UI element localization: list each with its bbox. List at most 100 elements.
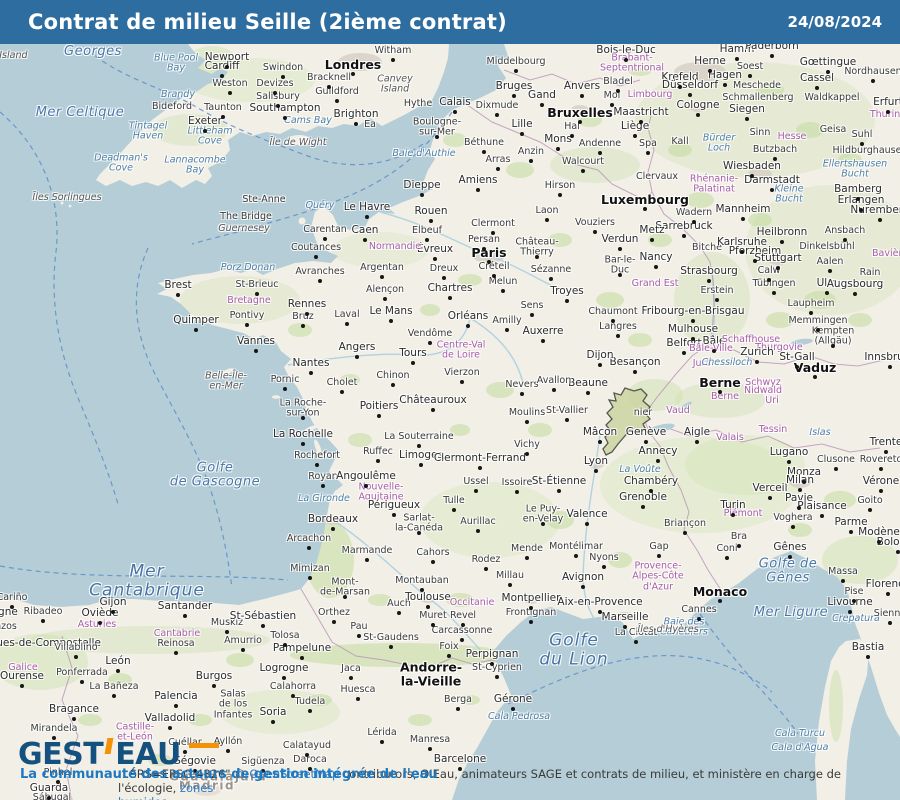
map-label: Modène: [858, 526, 900, 539]
map-label: Laupheim: [787, 297, 835, 309]
map-label: Rhénanie- Palatinat: [689, 173, 739, 195]
map-label: Béthune: [464, 136, 504, 148]
city-dot: [552, 388, 556, 392]
city-dot: [650, 238, 654, 242]
city-dot: [878, 218, 882, 222]
city-dot: [321, 484, 325, 488]
map-label: Dixmude: [475, 99, 519, 111]
map-label: Porz Donan: [220, 261, 276, 273]
city-dot: [476, 529, 480, 533]
map-label: Strasbourg: [680, 265, 738, 278]
map-label: Cardiff: [204, 60, 240, 73]
city-dot: [598, 151, 602, 155]
city-dot: [715, 298, 719, 302]
map-label: Cassel: [799, 72, 835, 85]
map-label: Anzin: [517, 145, 545, 157]
city-dot: [581, 169, 585, 173]
map-label: Vaud: [666, 404, 690, 416]
map-label: Bâle-Ville: [689, 342, 733, 354]
map-label: Walcourt: [562, 155, 604, 167]
city-dot: [389, 645, 393, 649]
city-dot: [602, 565, 606, 569]
map-label: Innsbruck: [864, 351, 900, 364]
map-label: Le Havre: [343, 201, 391, 214]
city-dot: [281, 75, 285, 79]
city-dot: [448, 296, 452, 300]
map-label: Kall: [671, 135, 689, 147]
map-label: Piémont: [723, 507, 763, 519]
city-dot: [688, 93, 692, 97]
city-dot: [737, 544, 741, 548]
city-dot: [616, 89, 620, 93]
map-label: Blue Pool Bay: [153, 52, 199, 74]
city-dot: [735, 57, 739, 61]
city-dot: [849, 530, 853, 534]
city-dot: [586, 391, 590, 395]
city-dot: [831, 344, 835, 348]
map-label: Berga: [444, 693, 472, 705]
map-label: Gênes: [773, 541, 807, 554]
city-dot: [351, 72, 355, 76]
city-dot: [585, 522, 589, 526]
city-dot: [848, 610, 852, 614]
city-dot: [495, 113, 499, 117]
map-label: Nidwald: [743, 384, 783, 396]
map-label: Canvey Island: [377, 73, 413, 95]
city-dot: [496, 167, 500, 171]
openstreetmap-link[interactable]: OpenStreetMap: [249, 767, 340, 781]
map-label: Orléans: [447, 310, 489, 323]
city-dot: [740, 250, 744, 254]
city-dot: [860, 142, 864, 146]
city-dot: [453, 110, 457, 114]
city-dot: [376, 459, 380, 463]
map-label: Ellertshausen Bucht: [822, 158, 888, 180]
city-dot: [578, 120, 582, 124]
city-dot: [474, 489, 478, 493]
map-label: Florence: [865, 578, 900, 591]
map-label: Middelbourg: [486, 55, 546, 67]
map-label: Toulouse: [405, 591, 451, 604]
map-label: Bragance: [49, 703, 99, 716]
map-label: Nevers: [505, 378, 539, 390]
city-dot: [456, 707, 460, 711]
map-label: Rennes: [287, 298, 327, 311]
map-label: Dinkelsbühl: [799, 240, 855, 252]
city-dot: [380, 740, 384, 744]
map-label: Gérone: [493, 693, 533, 706]
city-dot: [47, 796, 51, 800]
city-dot: [417, 444, 421, 448]
map-label: Andorre- la-Vieille: [399, 659, 463, 688]
city-dot: [301, 416, 305, 420]
city-dot: [495, 675, 499, 679]
zones-humides-link[interactable]: zones: [179, 781, 214, 795]
map-label: Caen: [351, 224, 379, 237]
map-label: Hagen: [707, 69, 743, 82]
map-label: Tübingen: [752, 277, 796, 289]
seille-perimeter[interactable]: [602, 387, 651, 456]
city-dot: [646, 151, 650, 155]
city-dot: [691, 319, 695, 323]
map-label: Annecy: [638, 445, 678, 458]
map-label: Aurillac: [460, 515, 496, 527]
zones-humides-link-line2[interactable]: humides: [118, 795, 167, 800]
city-dot: [896, 550, 900, 554]
city-dot: [365, 215, 369, 219]
city-dot: [425, 238, 429, 242]
map-label: Schwyz: [745, 376, 781, 388]
city-dot: [52, 736, 56, 740]
map-label: Bideford: [152, 100, 192, 112]
city-dot: [692, 220, 696, 224]
city-dot: [20, 684, 24, 688]
map-label: Aalen: [816, 255, 844, 267]
city-dot: [594, 469, 598, 473]
map-label: Lille: [511, 118, 533, 131]
map-label: Montpellier: [501, 592, 561, 605]
map-label: Salas de los Infantes: [213, 688, 253, 721]
map-label: Bruz: [292, 310, 314, 322]
gesteau-logo[interactable]: GEST EAU: [18, 738, 219, 770]
map-label: Newport: [204, 51, 250, 64]
map-label: Ea: [364, 118, 376, 130]
city-dot: [460, 380, 464, 384]
map-label: Taunton: [204, 101, 242, 113]
